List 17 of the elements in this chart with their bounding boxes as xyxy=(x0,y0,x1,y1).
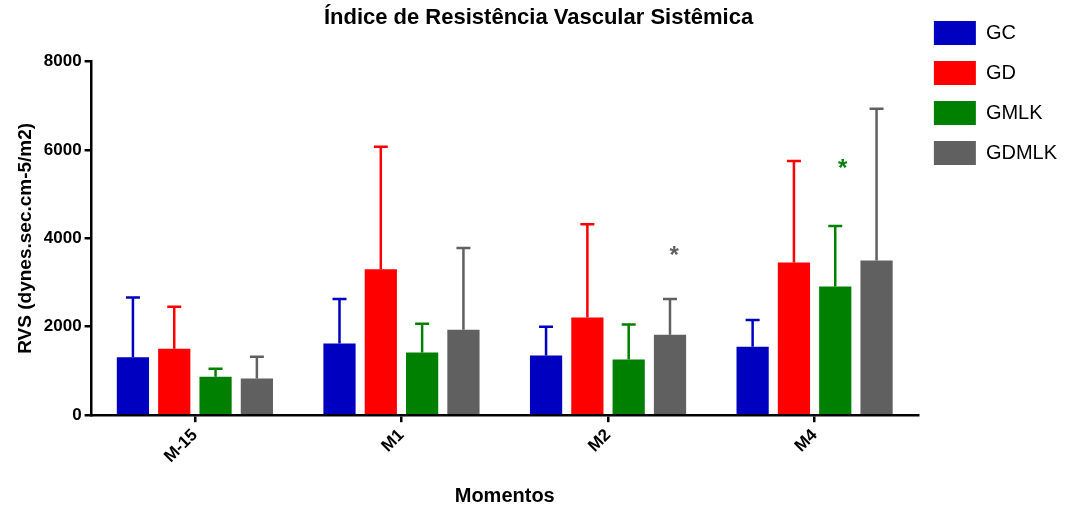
legend-label: GDMLK xyxy=(985,140,1058,163)
y-axis-title: RVS (dynes.sec.cm-5/m2) xyxy=(13,122,35,354)
y-tick-label: 8000 xyxy=(43,51,82,71)
legend-label: GD xyxy=(985,60,1016,83)
x-tick-label: M2 xyxy=(584,425,615,456)
annotation: * xyxy=(838,153,849,181)
y-tick-label: 6000 xyxy=(43,139,82,159)
y-tick-label: 2000 xyxy=(43,316,82,336)
chart-title: Índice de Resistência Vascular Sistêmica xyxy=(323,4,754,30)
legend-label: GC xyxy=(985,20,1016,43)
y-tick-label: 0 xyxy=(72,404,82,424)
x-tick-label: M4 xyxy=(790,424,822,456)
x-axis-title: Momentos xyxy=(454,483,555,506)
legend-label: GMLK xyxy=(985,100,1044,123)
x-tick-label: M1 xyxy=(377,425,408,456)
annotation: * xyxy=(669,240,680,268)
y-tick-label: 4000 xyxy=(43,227,82,247)
